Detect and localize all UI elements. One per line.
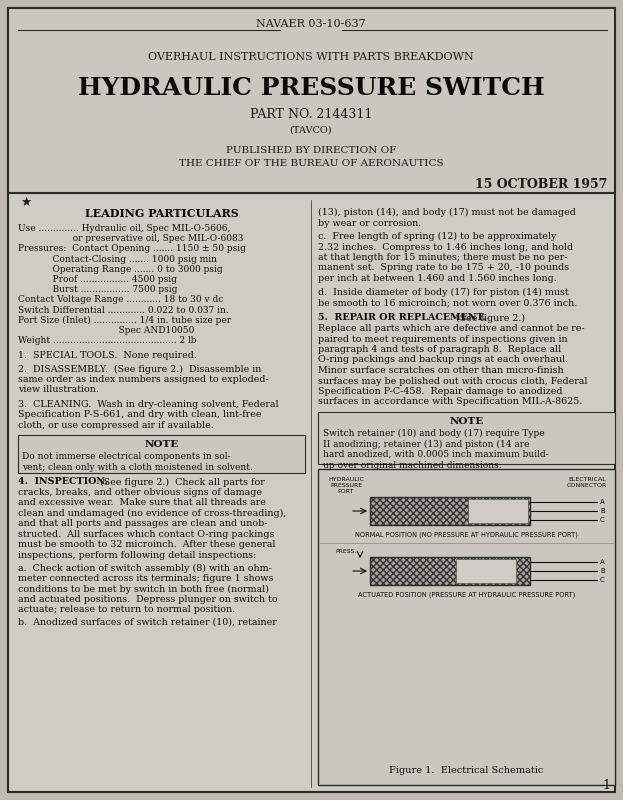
Text: PART NO. 2144311: PART NO. 2144311 [250,109,372,122]
Text: B: B [600,508,605,514]
Text: and actuated positions.  Depress plunger on switch to: and actuated positions. Depress plunger … [18,595,278,604]
Text: NOTE: NOTE [145,440,179,450]
Text: 2.32 inches.  Compress to 1.46 inches long, and hold: 2.32 inches. Compress to 1.46 inches lon… [318,242,573,251]
Text: cracks, breaks, and other obvious signs of damage: cracks, breaks, and other obvious signs … [18,488,262,497]
Text: B: B [600,568,605,574]
Text: NAVAER 03-10-637: NAVAER 03-10-637 [256,19,366,29]
Text: 4.  INSPECTION.: 4. INSPECTION. [18,478,108,486]
Text: paired to meet requirements of inspections given in: paired to meet requirements of inspectio… [318,334,568,343]
Text: PRESS.: PRESS. [335,549,357,554]
Text: be smooth to 16 microinch; not worn over 0.376 inch.: be smooth to 16 microinch; not worn over… [318,298,578,307]
Text: ACTUATED POSITION (PRESSURE AT HYDRAULIC PRESSURE PORT): ACTUATED POSITION (PRESSURE AT HYDRAULIC… [358,591,575,598]
Text: per inch at between 1.460 and 1.560 inches long.: per inch at between 1.460 and 1.560 inch… [318,274,557,283]
FancyBboxPatch shape [18,435,305,474]
Text: C: C [600,517,605,523]
Text: structed.  All surfaces which contact O-ring packings: structed. All surfaces which contact O-r… [18,530,274,539]
Text: (See figure 2.)  Check all parts for: (See figure 2.) Check all parts for [100,478,265,486]
Text: b.  Anodized surfaces of switch retainer (10), retainer: b. Anodized surfaces of switch retainer … [18,618,277,627]
Text: PUBLISHED BY DIRECTION OF
THE CHIEF OF THE BUREAU OF AERONAUTICS: PUBLISHED BY DIRECTION OF THE CHIEF OF T… [179,146,444,168]
Text: and that all ports and passages are clean and unob-: and that all ports and passages are clea… [18,519,267,528]
Text: Use .............. Hydraulic oil, Spec MIL-O-5606,: Use .............. Hydraulic oil, Spec M… [18,224,231,233]
Text: Port Size (Inlet) ............... 1/4 in. tube size per: Port Size (Inlet) ............... 1/4 in… [18,316,231,325]
Text: c.  Free length of spring (12) to be approximately: c. Free length of spring (12) to be appr… [318,232,556,241]
Text: or preservative oil, Spec MIL-O-6083: or preservative oil, Spec MIL-O-6083 [18,234,244,243]
Text: 1.  SPECIAL TOOLS.  None required.: 1. SPECIAL TOOLS. None required. [18,351,197,360]
Text: d.  Inside diameter of body (17) for piston (14) must: d. Inside diameter of body (17) for pist… [318,287,569,297]
FancyBboxPatch shape [318,412,615,464]
Text: Proof ................. 4500 psig: Proof ................. 4500 psig [18,275,177,284]
Text: Contact Voltage Range ............ 18 to 30 v dc: Contact Voltage Range ............ 18 to… [18,295,224,304]
Text: a.  Check action of switch assembly (8) with an ohm-: a. Check action of switch assembly (8) w… [18,563,272,573]
Text: Contact-Closing ....... 1000 psig min: Contact-Closing ....... 1000 psig min [18,254,217,263]
Text: (13), piston (14), and body (17) must not be damaged: (13), piston (14), and body (17) must no… [318,208,576,217]
Text: meter connected across its terminals; figure 1 shows: meter connected across its terminals; fi… [18,574,273,583]
Text: OVERHAUL INSTRUCTIONS WITH PARTS BREAKDOWN: OVERHAUL INSTRUCTIONS WITH PARTS BREAKDO… [148,52,474,62]
Text: inspections, perform following detail inspections:: inspections, perform following detail in… [18,551,257,560]
Text: Pressures:  Contact Opening ....... 1150 ± 50 psig: Pressures: Contact Opening ....... 1150 … [18,245,246,254]
Text: Specification P-S-661, and dry with clean, lint-free: Specification P-S-661, and dry with clea… [18,410,262,419]
Text: ELECTRICAL
CONNECTOR: ELECTRICAL CONNECTOR [567,477,607,488]
FancyBboxPatch shape [456,559,516,583]
Text: clean and undamaged (no evidence of cross-threading),: clean and undamaged (no evidence of cros… [18,509,287,518]
Text: 1: 1 [602,779,610,792]
Text: Spec AND10050: Spec AND10050 [18,326,194,335]
Text: surfaces may be polished out with crocus cloth, Federal: surfaces may be polished out with crocus… [318,377,587,386]
Text: actuate; release to return to normal position.: actuate; release to return to normal pos… [18,606,235,614]
Text: II anodizing; retainer (13) and piston (14 are: II anodizing; retainer (13) and piston (… [323,439,530,449]
Text: Operating Range ....... 0 to 3000 psig: Operating Range ....... 0 to 3000 psig [18,265,222,274]
FancyBboxPatch shape [8,8,615,193]
Text: (TAVCO): (TAVCO) [290,126,332,134]
Text: 3.  CLEANING.  Wash in dry-cleaning solvent, Federal: 3. CLEANING. Wash in dry-cleaning solven… [18,400,278,409]
Text: NORMAL POSITION (NO PRESSURE AT HYDRAULIC PRESSURE PORT): NORMAL POSITION (NO PRESSURE AT HYDRAULI… [355,531,578,538]
Text: Weight ........................................... 2 lb: Weight .................................… [18,336,196,345]
Text: C: C [600,577,605,583]
FancyBboxPatch shape [318,469,615,785]
Text: 15 OCTOBER 1957: 15 OCTOBER 1957 [475,178,607,191]
Text: manent set.  Spring rate to be 175 + 20, -10 pounds: manent set. Spring rate to be 175 + 20, … [318,263,569,273]
Text: A: A [600,499,605,505]
Text: surfaces in accordance with Specification MIL-A-8625.: surfaces in accordance with Specificatio… [318,398,583,406]
Text: Specification P-C-458.  Repair damage to anodized: Specification P-C-458. Repair damage to … [318,387,563,396]
Text: ★: ★ [20,196,31,209]
Text: vent; clean only with a cloth moistened in solvent.: vent; clean only with a cloth moistened … [22,463,253,472]
Text: Switch Differential ............. 0.022 to 0.037 in.: Switch Differential ............. 0.022 … [18,306,229,314]
Text: HYDRAULIC PRESSURE SWITCH: HYDRAULIC PRESSURE SWITCH [78,76,545,100]
Text: HYDRAULIC
PRESSURE
PORT: HYDRAULIC PRESSURE PORT [328,477,364,494]
Text: 5.  REPAIR OR REPLACEMENT.: 5. REPAIR OR REPLACEMENT. [318,314,486,322]
Text: at that length for 15 minutes; there must be no per-: at that length for 15 minutes; there mus… [318,253,568,262]
FancyBboxPatch shape [370,497,530,525]
Text: Switch retainer (10) and body (17) require Type: Switch retainer (10) and body (17) requi… [323,429,545,438]
Text: (See figure 2.): (See figure 2.) [456,314,525,322]
FancyBboxPatch shape [8,8,615,792]
Text: Figure 1.  Electrical Schematic: Figure 1. Electrical Schematic [389,766,544,775]
Text: hard anodized, with 0.0005 inch maximum build-: hard anodized, with 0.0005 inch maximum … [323,450,549,459]
Text: same order as index numbers assigned to exploded-: same order as index numbers assigned to … [18,375,269,384]
Text: Replace all parts which are defective and cannot be re-: Replace all parts which are defective an… [318,324,584,333]
Text: up over original machined dimensions.: up over original machined dimensions. [323,461,502,470]
Text: by wear or corrosion.: by wear or corrosion. [318,218,421,227]
Text: must be smooth to 32 microinch.  After these general: must be smooth to 32 microinch. After th… [18,540,275,550]
Text: O-ring packings and backup rings at each overhaul.: O-ring packings and backup rings at each… [318,355,568,365]
Text: LEADING PARTICULARS: LEADING PARTICULARS [85,208,239,219]
Text: Do not immerse electrical components in sol-: Do not immerse electrical components in … [22,452,231,462]
Text: 2.  DISASSEMBLY.  (See figure 2.)  Disassemble in: 2. DISASSEMBLY. (See figure 2.) Disassem… [18,364,262,374]
Text: view illustration.: view illustration. [18,386,99,394]
Text: cloth, or use compressed air if available.: cloth, or use compressed air if availabl… [18,421,214,430]
Text: Minor surface scratches on other than micro-finish: Minor surface scratches on other than mi… [318,366,564,375]
Text: Burst ................. 7500 psig: Burst ................. 7500 psig [18,285,178,294]
Text: conditions to be met by switch in both free (normal): conditions to be met by switch in both f… [18,584,269,594]
Text: A: A [600,559,605,565]
FancyBboxPatch shape [370,557,530,585]
Text: NOTE: NOTE [449,417,483,426]
Text: and excessive wear.  Make sure that all threads are: and excessive wear. Make sure that all t… [18,498,266,507]
Text: paragraph 4 and tests of paragraph 8.  Replace all: paragraph 4 and tests of paragraph 8. Re… [318,345,561,354]
FancyBboxPatch shape [468,499,528,523]
